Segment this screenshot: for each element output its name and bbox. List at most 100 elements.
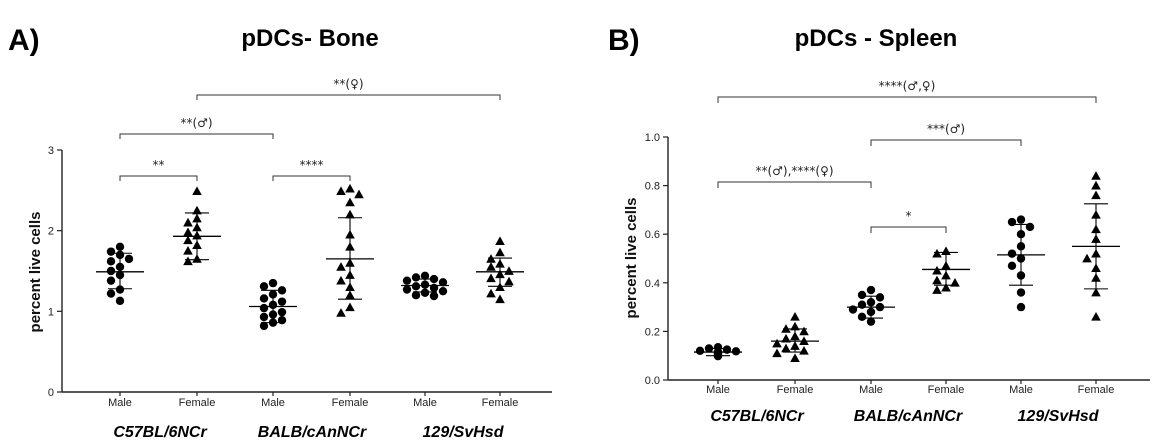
- data-point-male: [731, 347, 741, 356]
- data-point-male: [106, 247, 116, 256]
- y-tick-label: 1.0: [645, 132, 660, 144]
- data-point-female: [932, 285, 942, 294]
- panel-a-title: pDCs- Bone: [241, 25, 378, 52]
- x-tick-label-sex: Male: [1009, 384, 1033, 396]
- data-point-male: [1016, 215, 1026, 224]
- panel-a-label: A): [8, 24, 40, 57]
- data-point-male: [857, 290, 867, 300]
- x-tick-label-sex: Female: [928, 384, 965, 396]
- data-point-female: [772, 348, 782, 358]
- significance-bracket: [119, 133, 274, 139]
- data-point-female: [799, 346, 809, 355]
- data-point-male: [115, 242, 125, 251]
- data-point-male: [124, 254, 134, 264]
- data-point-male: [277, 297, 287, 306]
- data-point-female: [781, 343, 791, 353]
- data-point-female: [790, 353, 800, 362]
- data-point-male: [438, 286, 448, 296]
- panel-b-spleen: B) pDCs - Spleen percent live cells 0.00…: [608, 24, 1150, 425]
- data-point-female: [192, 186, 202, 195]
- panel-a-bone: A) pDCs- Bone percent live cells 0 1 2 3 Mal…: [8, 24, 552, 441]
- y-tick-label: 3: [48, 145, 54, 157]
- data-point-male: [857, 312, 867, 322]
- strain-label: C57BL/6NCr: [113, 424, 207, 441]
- data-point-male: [411, 282, 421, 291]
- x-tick-label-sex: Male: [706, 384, 730, 396]
- data-point-female: [354, 189, 364, 199]
- data-point-female: [1091, 180, 1101, 190]
- data-point-male: [875, 293, 885, 302]
- x-tick-label-sex: Male: [413, 397, 437, 409]
- y-tick-label: 0.2: [645, 326, 660, 338]
- panel-b-mean-sd: [694, 203, 1120, 357]
- data-point-female: [932, 265, 942, 275]
- data-point-male: [411, 273, 421, 282]
- x-tick-label-sex: Male: [261, 397, 285, 409]
- y-tick-label: 2: [48, 226, 54, 238]
- strain-label: BALB/cAnNCr: [854, 408, 963, 425]
- data-point-male: [402, 285, 412, 294]
- data-point-male: [115, 296, 125, 306]
- data-point-male: [259, 303, 269, 313]
- panel-a-axes: 0 1 2 3 Male Female Male Female Male Female C57BL/…: [48, 145, 552, 441]
- data-point-male: [1007, 249, 1017, 258]
- significance-label: **(♀): [333, 77, 363, 91]
- strain-label: 129/SvHsd: [423, 424, 505, 441]
- panel-a-significance-brackets: ** ******(♂)**(♀): [119, 77, 501, 181]
- data-point-male: [1016, 288, 1026, 297]
- y-tick-label: 0.6: [645, 229, 660, 241]
- data-point-female: [941, 282, 951, 292]
- data-point-female: [345, 183, 355, 193]
- panel-b-title: pDCs - Spleen: [795, 25, 958, 52]
- x-tick-label-sex: Female: [777, 384, 814, 396]
- data-point-female: [486, 262, 496, 271]
- significance-label: ***(♂): [927, 122, 965, 136]
- data-point-female: [932, 248, 942, 258]
- significance-label: **(♂): [180, 116, 212, 130]
- data-point-female: [183, 235, 193, 245]
- data-point-female: [1091, 171, 1101, 180]
- data-point-male: [411, 291, 421, 300]
- panel-b-y-axis-label: percent live cells: [623, 198, 640, 319]
- significance-label: **: [153, 158, 165, 172]
- data-point-female: [790, 321, 800, 331]
- significance-label: ****(♂,♀): [879, 79, 936, 93]
- strain-label: 129/SvHsd: [1018, 408, 1100, 425]
- x-tick-label-sex: Female: [482, 397, 519, 409]
- data-point-female: [183, 227, 193, 237]
- y-tick-label: 0.8: [645, 181, 660, 193]
- panel-a-data-points: [106, 183, 514, 331]
- data-point-female: [345, 302, 355, 312]
- data-point-male: [438, 278, 448, 287]
- data-point-female: [345, 209, 355, 219]
- data-point-female: [495, 294, 505, 304]
- panel-b-label: B): [608, 24, 640, 57]
- panel-a-y-axis-label: percent live cells: [27, 212, 44, 333]
- panel-b-axes: 0.0 0.2 0.4 0.6 0.8 1.0 Male Female Male Female Ma…: [645, 132, 1150, 425]
- data-point-female: [790, 312, 800, 321]
- x-tick-label-sex: Female: [332, 397, 369, 409]
- significance-bracket: [870, 226, 947, 233]
- significance-label: *: [906, 209, 912, 223]
- data-point-female: [192, 205, 202, 215]
- data-point-male: [106, 289, 116, 298]
- y-tick-label: 0: [48, 387, 54, 399]
- y-tick-label: 1: [48, 306, 54, 318]
- data-point-male: [429, 291, 439, 301]
- data-point-female: [336, 275, 346, 285]
- data-point-male: [259, 312, 269, 322]
- data-point-female: [1082, 253, 1092, 263]
- data-point-female: [772, 338, 782, 348]
- x-tick-label-sex: Male: [108, 397, 132, 409]
- data-point-female: [336, 308, 346, 317]
- significance-bracket: [119, 175, 198, 181]
- strain-label: BALB/cAnNCr: [258, 424, 367, 441]
- data-point-male: [106, 257, 116, 266]
- significance-bracket: [196, 94, 501, 100]
- data-point-male: [115, 285, 125, 294]
- data-point-female: [486, 288, 496, 298]
- data-point-male: [420, 271, 430, 281]
- data-point-female: [781, 333, 791, 343]
- significance-bracket: [717, 96, 1097, 103]
